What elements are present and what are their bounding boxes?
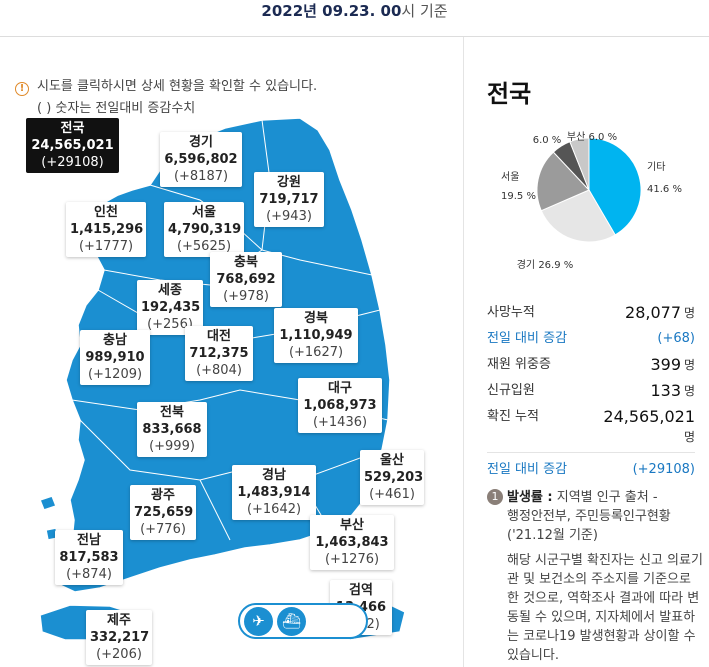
severe-value: 399 (650, 355, 681, 374)
region-box-gwangju[interactable]: 광주 725,659 (+776) (130, 485, 196, 540)
footnote: 1 발생률 : 지역별 인구 출처 - 행정안전부, 주민등록인구현황 ('21.… (487, 488, 705, 667)
region-box-gyeongbuk[interactable]: 경북 1,110,949 (+1627) (274, 308, 358, 363)
pie-label: 6.0 % (533, 135, 562, 146)
footnote-lead: 발생률 : (507, 490, 553, 505)
region-box-busan[interactable]: 부산 1,463,843 (+1276) (310, 515, 394, 570)
pie-percent: 41.6 % (647, 184, 682, 195)
pie-slice (588, 137, 642, 236)
pie-slice (569, 137, 590, 191)
notice: ! 시도를 클릭하시면 상세 현황을 확인할 수 있습니다. ( ) 숫자는 전일… (15, 76, 317, 120)
footnote-line1: 지역별 인구 출처 - (552, 490, 658, 505)
confirmed-value: 24,565,021 (603, 407, 695, 426)
region-box-gyeonggi[interactable]: 경기 6,596,802 (+8187) (160, 132, 242, 187)
confirmed-label: 확진 누적 (487, 409, 539, 424)
region-box-gangwon[interactable]: 강원 719,717 (+943) (254, 172, 324, 227)
region-box-ulsan[interactable]: 울산 529,203 (+461) (360, 450, 424, 505)
page-title: 2022년 09.23. 00시 기준 (0, 0, 709, 36)
footnote-paragraph: 해당 시군구별 확진자는 신고 의료기관 및 보건소의 주소지를 기준으로 한 … (507, 553, 703, 663)
confirmed-unit: 명 (683, 430, 695, 444)
panel-title: 전국 (487, 80, 532, 108)
info-icon: ! (15, 82, 29, 96)
pie-label: 부산 6.0 % (567, 131, 617, 143)
airplane-icon[interactable]: ✈ (244, 606, 273, 636)
date-text: 2022년 09.23. 00 (261, 2, 402, 20)
pie-label: 서울 (501, 171, 519, 183)
pie-label: 기타 (647, 161, 665, 173)
admit-value: 133 (650, 381, 681, 400)
death-value: 28,077 (625, 303, 681, 322)
footnote-line2: 행정안전부, 주민등록인구현황 (507, 509, 671, 524)
pie-label: 경기 26.9 % (517, 258, 574, 271)
region-box-jeonbuk[interactable]: 전북 833,668 (+999) (137, 402, 207, 457)
notice-line1: 시도를 클릭하시면 상세 현황을 확인할 수 있습니다. (37, 79, 318, 94)
admit-label: 신규입원 (487, 383, 535, 398)
notice-line2: ( ) 숫자는 전일대비 증감수치 (37, 101, 196, 116)
pie-percent: 19.5 % (501, 191, 536, 202)
region-box-sejong[interactable]: 세종 192,435 (+256) (137, 280, 203, 335)
region-box-jeonnam[interactable]: 전남 817,583 (+874) (55, 530, 123, 585)
region-box-seoul[interactable]: 서울 4,790,319 (+5625) (164, 202, 244, 257)
ship-icon[interactable]: ⛴ (277, 606, 306, 636)
region-box-daegu[interactable]: 대구 1,068,973 (+1436) (298, 378, 382, 433)
severe-label: 재원 위중증 (487, 357, 551, 372)
footnote-line3: ('21.12월 기준) (507, 528, 598, 543)
stats-panel: 사망누적 28,077 명 전일 대비 증감 (+68) 재원 위중증 399 … (487, 300, 695, 483)
region-box-jeju[interactable]: 제주 332,217 (+206) (86, 610, 152, 665)
region-box-chungbuk[interactable]: 충북 768,692 (+978) (210, 252, 282, 307)
divider (463, 37, 464, 667)
region-box-daejeon[interactable]: 대전 712,375 (+804) (185, 326, 253, 381)
confirmed-delta-value: (+29108) (632, 462, 695, 477)
death-unit: 명 (683, 306, 695, 320)
region-box-chungnam[interactable]: 충남 989,910 (+1209) (80, 330, 150, 385)
pie-slice (536, 151, 590, 212)
admit-unit: 명 (683, 384, 695, 398)
divider (487, 452, 695, 453)
divider (0, 36, 709, 37)
death-delta-value: (+68) (657, 331, 695, 346)
severe-unit: 명 (683, 358, 695, 372)
region-box-nationwide[interactable]: 전국 24,565,021 (+29108) (26, 118, 119, 173)
date-suffix: 시 기준 (401, 2, 448, 20)
death-delta-label: 전일 대비 증감 (487, 331, 568, 346)
region-box-gyeongnam[interactable]: 경남 1,483,914 (+1642) (232, 465, 316, 520)
death-label: 사망누적 (487, 305, 535, 320)
transport-toggle: ✈ ⛴ (238, 603, 368, 639)
footnote-number: 1 (487, 489, 503, 505)
confirmed-delta-label: 전일 대비 증감 (487, 462, 568, 477)
region-box-incheon[interactable]: 인천 1,415,296 (+1777) (66, 202, 146, 257)
